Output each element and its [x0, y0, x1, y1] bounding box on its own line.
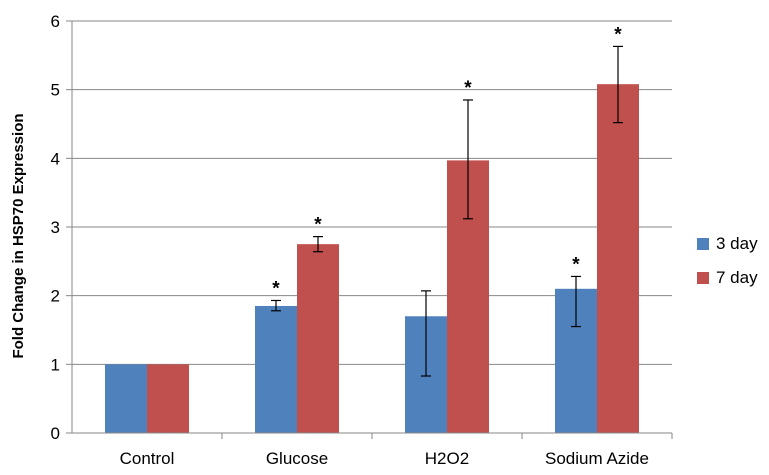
bars [105, 84, 639, 434]
x-tick-label: Sodium Azide [545, 449, 649, 468]
bar [597, 84, 639, 433]
legend-label: 3 day [716, 234, 758, 253]
x-tick-label: Control [120, 449, 175, 468]
x-tick-label: H2O2 [425, 449, 469, 468]
significance-marker: * [272, 278, 280, 299]
y-tick-label: 3 [51, 218, 60, 237]
y-tick-label: 1 [51, 355, 60, 374]
bar [297, 244, 339, 433]
significance-marker: * [572, 254, 580, 275]
axes [66, 20, 673, 439]
significance-marker: * [614, 24, 622, 45]
legend: 3 day 7 day [697, 234, 758, 287]
y-axis-label: Fold Change in HSP70 Expression [10, 113, 27, 358]
y-tick-label: 0 [51, 424, 60, 443]
legend-swatch [697, 272, 709, 284]
bar [255, 305, 297, 433]
legend-label: 7 day [716, 268, 758, 287]
y-tick-label: 5 [51, 81, 60, 100]
bar [105, 364, 147, 433]
legend-swatch [697, 238, 709, 250]
y-tick-label: 6 [51, 12, 60, 31]
y-tick-label: 4 [51, 149, 60, 168]
significance-marker: * [464, 78, 472, 99]
error-bars [271, 45, 623, 377]
labels: 0 1 2 3 4 5 6 Control Glucose * * H2O2 * Sodium Azide… [51, 12, 649, 468]
bar [147, 364, 189, 433]
significance-marker: * [314, 215, 322, 236]
x-tick-label: Glucose [266, 449, 328, 468]
y-tick-label: 2 [51, 287, 60, 306]
